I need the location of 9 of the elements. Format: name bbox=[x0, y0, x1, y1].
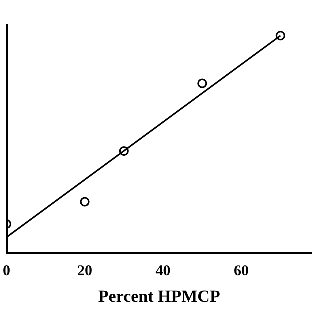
x-tick-label: 20 bbox=[78, 263, 93, 280]
point bbox=[276, 31, 286, 41]
x-tick-label: 0 bbox=[3, 263, 10, 280]
point bbox=[80, 197, 90, 207]
x-tick-label: 40 bbox=[156, 263, 171, 280]
point bbox=[198, 78, 208, 88]
x-tick-label: 60 bbox=[234, 263, 250, 280]
x-axis-title: Percent HPMCP bbox=[98, 287, 220, 306]
point bbox=[119, 146, 129, 156]
